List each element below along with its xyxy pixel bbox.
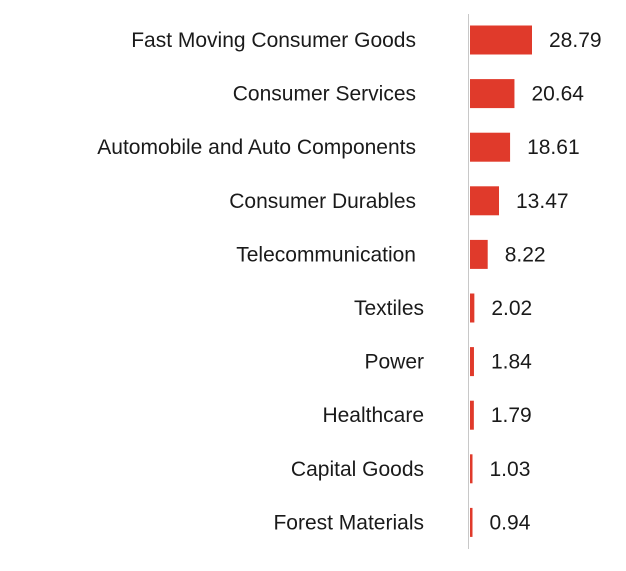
bar [470, 454, 473, 484]
bar [470, 347, 474, 377]
category-label: Automobile and Auto Components [97, 136, 416, 159]
bar [470, 293, 475, 323]
bar [470, 400, 474, 430]
category-label: Textiles [354, 297, 424, 320]
value-label: 1.79 [491, 404, 532, 427]
bar [470, 186, 500, 216]
value-label: 8.22 [505, 243, 546, 266]
category-label: Capital Goods [291, 458, 424, 481]
category-label: Power [364, 351, 424, 374]
category-label: Telecommunication [236, 243, 416, 266]
bar [470, 132, 511, 162]
value-label: 2.02 [491, 297, 532, 320]
value-label: 18.61 [527, 136, 580, 159]
bars-group [470, 25, 532, 537]
value-label: 13.47 [516, 190, 569, 213]
bar [470, 239, 488, 269]
value-label: 1.84 [491, 351, 532, 374]
category-label: Healthcare [322, 404, 424, 427]
value-labels-group: 28.79 20.64 18.61 13.47 8.22 2.02 1.84 1.79 1.03… [490, 29, 602, 534]
category-label: Consumer Services [233, 83, 416, 106]
bar [470, 79, 515, 109]
value-label: 20.64 [531, 83, 584, 106]
value-label: 28.79 [549, 29, 602, 52]
value-label: 1.03 [490, 458, 531, 481]
category-labels-group: Fast Moving Consumer Goods Consumer Servi… [97, 29, 424, 534]
bar [470, 25, 532, 55]
category-label: Consumer Durables [229, 190, 416, 213]
value-label: 0.94 [490, 511, 531, 534]
category-label: Forest Materials [273, 511, 424, 534]
bar [470, 507, 473, 537]
category-label: Fast Moving Consumer Goods [131, 29, 416, 52]
